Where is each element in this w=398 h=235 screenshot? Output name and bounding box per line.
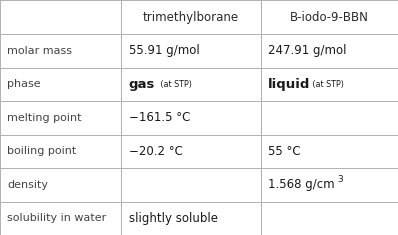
- Text: (at STP): (at STP): [310, 80, 343, 89]
- Text: solubility in water: solubility in water: [7, 213, 106, 223]
- Text: phase: phase: [7, 79, 41, 89]
- Text: trimethylborane: trimethylborane: [143, 11, 239, 24]
- Text: slightly soluble: slightly soluble: [129, 212, 218, 225]
- Text: −20.2 °C: −20.2 °C: [129, 145, 182, 158]
- Text: 3: 3: [338, 175, 343, 184]
- Text: 55 °C: 55 °C: [268, 145, 300, 158]
- Text: 55.91 g/mol: 55.91 g/mol: [129, 44, 199, 57]
- Text: (at STP): (at STP): [158, 80, 192, 89]
- Text: gas: gas: [129, 78, 155, 91]
- Text: melting point: melting point: [7, 113, 82, 123]
- Text: density: density: [7, 180, 48, 190]
- Text: molar mass: molar mass: [7, 46, 72, 56]
- Text: boiling point: boiling point: [7, 146, 76, 156]
- Text: 1.568 g/cm: 1.568 g/cm: [268, 178, 334, 191]
- Text: −161.5 °C: −161.5 °C: [129, 111, 190, 124]
- Text: liquid: liquid: [268, 78, 310, 91]
- Text: B‑iodo‑9‑BBN: B‑iodo‑9‑BBN: [290, 11, 369, 24]
- Text: 247.91 g/mol: 247.91 g/mol: [268, 44, 346, 57]
